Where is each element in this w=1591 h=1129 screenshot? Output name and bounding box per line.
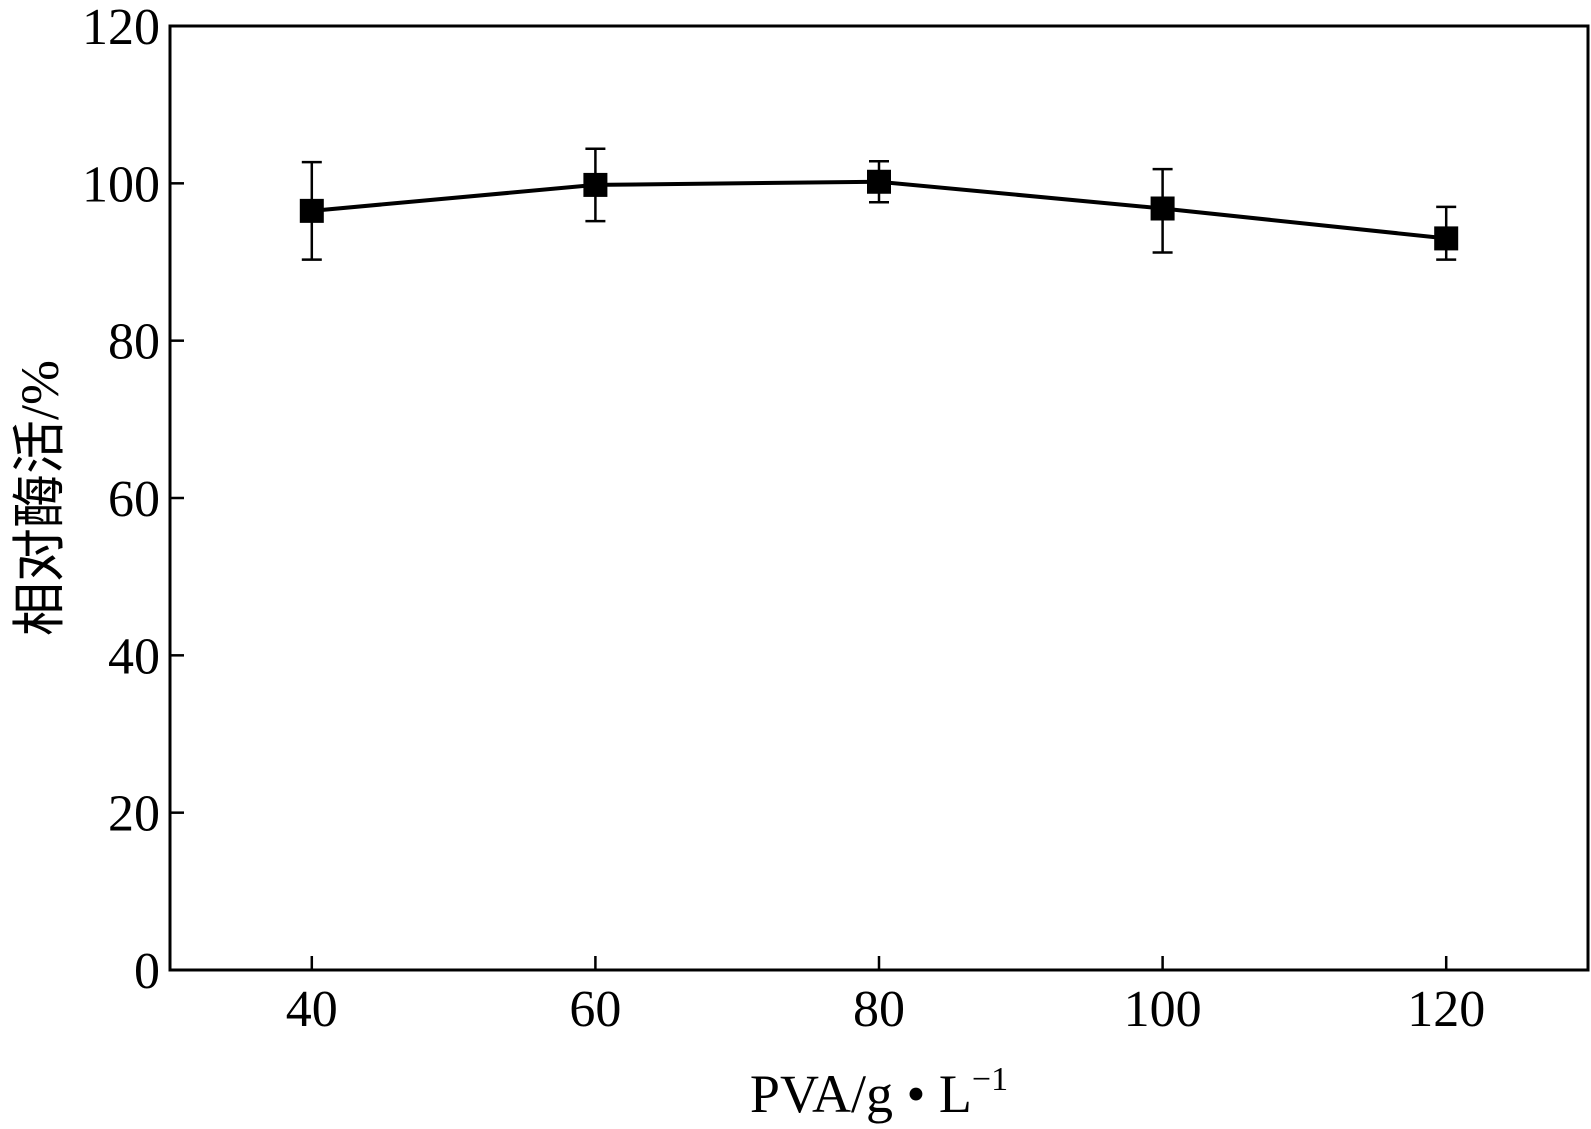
y-tick-label: 100 — [82, 156, 160, 213]
y-tick-label: 120 — [82, 0, 160, 56]
x-tick-label: 40 — [286, 981, 338, 1038]
y-tick-label: 20 — [108, 786, 160, 843]
x-tick-label: 60 — [569, 981, 621, 1038]
x-tick-label: 80 — [853, 981, 905, 1038]
x-axis-ticks: 40 60 80 100 120 — [286, 956, 1485, 1038]
data-point-marker — [299, 198, 324, 223]
y-axis-ticks: 0 20 40 60 80 100 120 — [82, 0, 184, 1000]
x-axis-title-main: PVA/g • L — [750, 1064, 972, 1124]
y-tick-label: 60 — [108, 471, 160, 528]
x-tick-label: 120 — [1407, 981, 1485, 1038]
data-point-marker — [1150, 196, 1175, 221]
x-axis-title-superscript: −1 — [972, 1061, 1008, 1098]
data-point-marker — [867, 169, 891, 194]
y-tick-label: 80 — [108, 314, 160, 371]
y-axis-title: 相对酶活/% — [10, 360, 70, 636]
data-point-marker — [1434, 226, 1459, 251]
y-tick-label: 40 — [108, 628, 160, 685]
x-axis-title: PVA/g • L−1 — [750, 1061, 1008, 1124]
x-tick-label: 100 — [1124, 981, 1202, 1038]
y-tick-label: 0 — [134, 943, 160, 1000]
data-series — [299, 147, 1459, 261]
data-point-marker — [583, 172, 608, 197]
